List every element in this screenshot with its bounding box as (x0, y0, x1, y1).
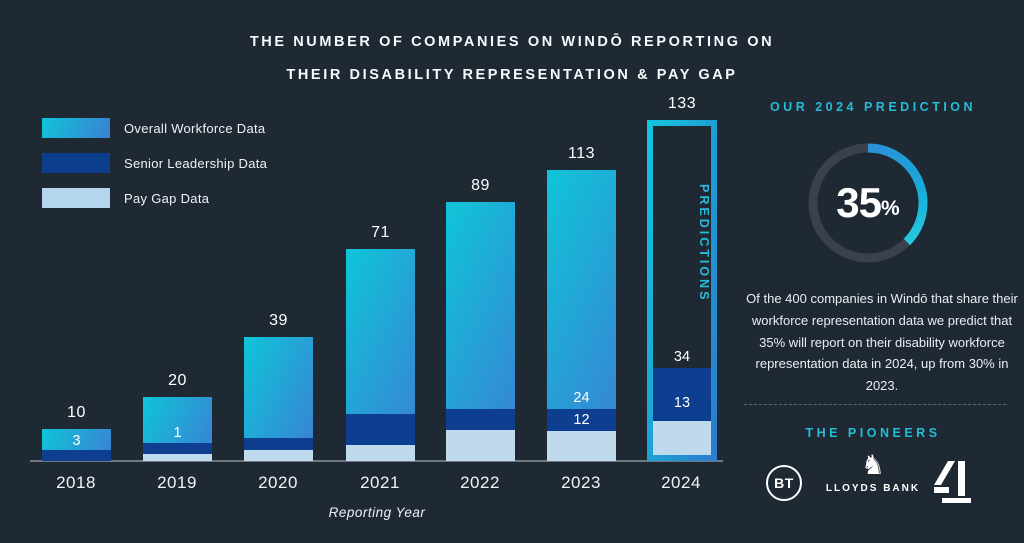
bar-total-label: 39 (269, 312, 288, 329)
pay-gap-segment (653, 421, 711, 455)
legend-item-label: Pay Gap Data (124, 190, 210, 206)
chart-title-line1: THE NUMBER OF COMPANIES ON WINDŌ REPORTI… (249, 34, 775, 50)
bar-fill-2019: 1 (143, 397, 212, 461)
senior-leadership-segment (143, 443, 212, 454)
bar-fill-2020 (244, 337, 313, 461)
legend-item: Overall Workforce Data (42, 118, 267, 138)
chart-title: THE NUMBER OF COMPANIES ON WINDŌ REPORTI… (0, 26, 1024, 92)
x-tick-2022: 2022 (460, 473, 500, 492)
segment-value-label: 1 (173, 425, 182, 441)
bar-2021: 71 (346, 224, 415, 461)
bar-fill-2021 (346, 249, 415, 461)
bar-2020: 39 (244, 312, 313, 461)
channel4-icon (934, 461, 971, 503)
x-tick-2019: 2019 (157, 473, 197, 492)
horse-icon: ♞ (860, 450, 886, 480)
pay-gap-segment (143, 454, 212, 461)
x-tick-2020: 2020 (258, 473, 298, 492)
bar-2019: 1 20 (143, 372, 212, 461)
divider (744, 404, 1006, 405)
legend-item-label: Senior Leadership Data (124, 155, 268, 171)
pay-gap-segment (547, 431, 616, 461)
prediction-header: OUR 2024 PREDICTION (769, 100, 977, 114)
bt-logo: BT (766, 465, 802, 501)
x-axis-line (30, 460, 723, 462)
bar-total-label: 133 (667, 95, 697, 112)
percent-value: 35 (836, 179, 882, 226)
predictions-label-text: PREDICTIONS (697, 184, 711, 303)
legend-swatch (42, 188, 110, 208)
pay-gap-segment (446, 430, 515, 461)
segment-value-label: 3 (72, 433, 81, 449)
pay-gap-segment (346, 445, 415, 461)
lloyds-bank-logo-text: LLOYDS BANK (825, 483, 921, 494)
predictions-label: PREDICTIONS (653, 184, 711, 302)
prediction-percent: 35% (803, 138, 933, 268)
bar-2018: 3 10 (42, 404, 111, 461)
pioneers-header: THE PIONEERS (805, 426, 941, 440)
senior-leadership-segment (446, 409, 515, 430)
bar-fill-2022 (446, 202, 515, 461)
chart-title-line2: THEIR DISABILITY REPRESENTATION & PAY GA… (286, 67, 738, 83)
bar-total-label: 10 (67, 404, 86, 421)
senior-leadership-segment (547, 409, 616, 431)
legend: Overall Workforce Data Senior Leadership … (42, 118, 267, 223)
x-axis-title: Reporting Year (328, 505, 426, 520)
bar-2023: 24 12 113 (547, 145, 616, 461)
senior-leadership-segment (346, 414, 415, 445)
segment-value-label: 24 (573, 390, 590, 406)
bar-2024: PREDICTIONS 34 13 133 (647, 95, 717, 461)
segment-value-label: 34 (673, 349, 691, 365)
prediction-body-text: Of the 400 companies in Windō that share… (746, 291, 1018, 394)
x-tick-2018: 2018 (56, 473, 96, 492)
senior-leadership-segment (244, 438, 313, 450)
x-tick-2024: 2024 (661, 473, 701, 492)
segment-value-label: 13 (673, 395, 691, 411)
channel4-logo (933, 460, 977, 511)
x-tick-2021: 2021 (360, 473, 400, 492)
senior-leadership-segment (653, 368, 711, 421)
legend-swatch (42, 153, 110, 173)
bar-total-label: 113 (567, 145, 595, 162)
bar-total-label: 20 (168, 372, 187, 389)
bt-logo-text: BT (774, 475, 794, 491)
bar-fill-2024: PREDICTIONS 34 13 (653, 126, 711, 455)
lloyds-bank-logo: ♞ LLOYDS BANK (823, 450, 923, 494)
bar-fill-2023: 24 12 (547, 170, 616, 461)
prediction-donut: 35% (803, 138, 933, 268)
percent-sign: % (881, 197, 900, 220)
donut-arc (867, 143, 928, 246)
legend-item-label: Overall Workforce Data (124, 120, 266, 136)
bar-2022: 89 (446, 177, 515, 461)
donut-chart (808, 143, 928, 263)
pay-gap-segment (244, 450, 313, 461)
legend-item: Pay Gap Data (42, 188, 267, 208)
bar-total-label: 89 (471, 177, 490, 194)
legend-item: Senior Leadership Data (42, 153, 267, 173)
senior-leadership-segment (42, 450, 111, 461)
bar-fill-2018: 3 (42, 429, 111, 461)
segment-value-label: 12 (573, 412, 590, 428)
bar-total-label: 71 (371, 224, 390, 241)
legend-swatch (42, 118, 110, 138)
x-tick-2023: 2023 (561, 473, 601, 492)
